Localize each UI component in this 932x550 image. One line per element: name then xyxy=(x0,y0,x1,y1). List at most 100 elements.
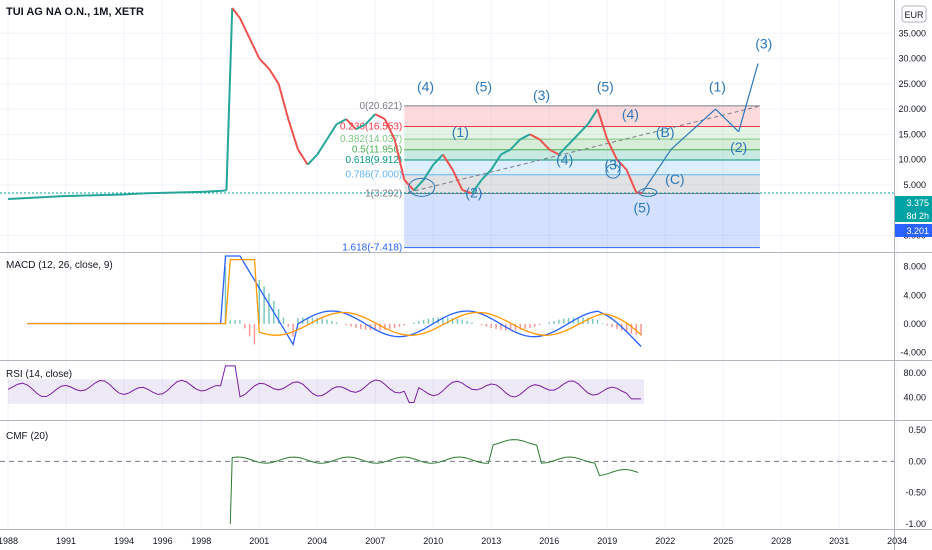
rsi-tick-label: 40.00 xyxy=(903,393,926,403)
fib-zone xyxy=(404,126,760,140)
price-segment xyxy=(306,153,319,166)
price-segment xyxy=(355,123,367,131)
fib-level-label: 1.618(-7.418) xyxy=(342,243,402,254)
wave-label: (B) xyxy=(656,124,675,140)
fib-level-label: 0.786(7.000) xyxy=(346,170,403,181)
time-tick-label: 2028 xyxy=(771,536,791,546)
marker-ellipse xyxy=(638,187,658,197)
price-segment xyxy=(577,123,589,136)
price-segment xyxy=(587,108,599,125)
price-segment xyxy=(231,7,241,19)
wave-label: (3) xyxy=(533,87,550,103)
price-tick-label: 30.000 xyxy=(898,54,926,64)
projection-segment xyxy=(670,108,716,150)
cmf-line xyxy=(229,439,639,524)
fib-level-label: 0(20.621) xyxy=(359,101,402,112)
low-price-label: 3.201 xyxy=(906,226,929,236)
countdown-badge xyxy=(895,209,932,222)
price-segment xyxy=(27,195,47,199)
fib-zone xyxy=(404,160,760,175)
price-segment xyxy=(509,138,521,151)
price-segment xyxy=(277,83,290,120)
price-series xyxy=(0,7,894,200)
price-segment xyxy=(225,7,234,191)
price-segment xyxy=(606,138,618,161)
rsi-indicator xyxy=(7,365,644,404)
rsi-line xyxy=(7,365,642,403)
price-segment xyxy=(374,113,386,121)
marker-ellipse xyxy=(408,177,436,197)
price-segment xyxy=(248,37,261,59)
countdown-label: 8d 2h xyxy=(906,211,929,221)
price-segment xyxy=(548,148,560,156)
cmf-tick-label: 0.00 xyxy=(908,456,926,466)
price-segment xyxy=(500,148,512,156)
time-tick-label: 2022 xyxy=(655,536,675,546)
chart-title: TUI AG NA O.N., 1M, XETR xyxy=(6,6,144,18)
wave-label: (1) xyxy=(452,124,469,140)
time-tick-label: 2031 xyxy=(829,536,849,546)
price-segment xyxy=(7,196,28,200)
price-segment xyxy=(442,153,454,171)
macd-indicator xyxy=(27,255,642,347)
macd-pane[interactable] xyxy=(0,253,894,360)
wave-label: (3) xyxy=(755,35,772,51)
price-segment xyxy=(143,191,163,195)
time-tick-label: 1996 xyxy=(153,536,173,546)
price-segment xyxy=(625,169,638,193)
price-segment xyxy=(529,133,541,141)
cmf-indicator xyxy=(0,439,894,524)
projection-segment xyxy=(738,63,759,132)
cmf-label: CMF (20) xyxy=(6,431,48,442)
time-tick-label: 2034 xyxy=(887,536,907,546)
price-segment xyxy=(596,108,609,140)
time-axis[interactable]: 1988 1991 1994 1996 1998 2001 2004 2007 2010 2013… xyxy=(0,536,907,546)
fib-zone xyxy=(404,139,760,150)
price-segment xyxy=(297,148,309,166)
cmf-tick-label: 0.50 xyxy=(908,425,926,435)
signal-line xyxy=(27,258,642,336)
low-price-badge xyxy=(895,224,932,237)
currency-button[interactable] xyxy=(901,5,927,23)
fib-level-label: 0.382(14.037) xyxy=(340,134,402,145)
projection-segment xyxy=(641,149,672,194)
price-segment xyxy=(268,68,280,85)
price-axis[interactable]: 35.000 30.000 25.000 20.000 15.000 10.000 5.00… xyxy=(898,28,926,529)
marker-ellipse xyxy=(605,163,621,179)
price-segment xyxy=(326,123,338,140)
price-segment xyxy=(451,169,464,191)
currency-label: EUR xyxy=(904,10,924,20)
time-tick-label: 1998 xyxy=(191,536,211,546)
fib-level-label: 1(3.292) xyxy=(365,188,402,199)
macd-tick-label: 4.000 xyxy=(903,290,926,300)
price-segment xyxy=(616,158,628,171)
fib-retracement[interactable]: 0(20.621) 0.236(16.553) 0.382(14.037)0.5(1… xyxy=(340,101,760,254)
wave-label: (5) xyxy=(633,200,650,216)
wave-label: (4) xyxy=(622,106,639,122)
time-tick-label: 1994 xyxy=(114,536,134,546)
time-tick-label: 2007 xyxy=(365,536,385,546)
price-segment xyxy=(364,113,376,125)
time-tick-label: 1988 xyxy=(0,536,18,546)
price-segment xyxy=(65,194,86,197)
price-segment xyxy=(201,189,221,193)
time-tick-label: 2025 xyxy=(713,536,733,546)
price-segment xyxy=(85,193,105,197)
price-tick-label: 35.000 xyxy=(898,28,926,38)
time-tick-label: 2019 xyxy=(597,536,617,546)
price-segment xyxy=(336,118,347,126)
rsi-label: RSI (14, close) xyxy=(6,369,72,380)
price-segment xyxy=(567,133,579,146)
wave-label: (5) xyxy=(475,78,492,94)
wave-projection[interactable] xyxy=(408,63,759,197)
time-tick-label: 2013 xyxy=(481,536,501,546)
wave-label: (3) xyxy=(604,157,621,173)
wave-label: (C) xyxy=(665,171,684,187)
price-segment xyxy=(422,164,435,181)
price-segment xyxy=(480,168,492,181)
last-price-badge xyxy=(895,196,932,209)
cmf-pane[interactable] xyxy=(0,421,894,529)
price-segment xyxy=(46,194,67,198)
price-tick-label: 15.000 xyxy=(898,129,926,139)
